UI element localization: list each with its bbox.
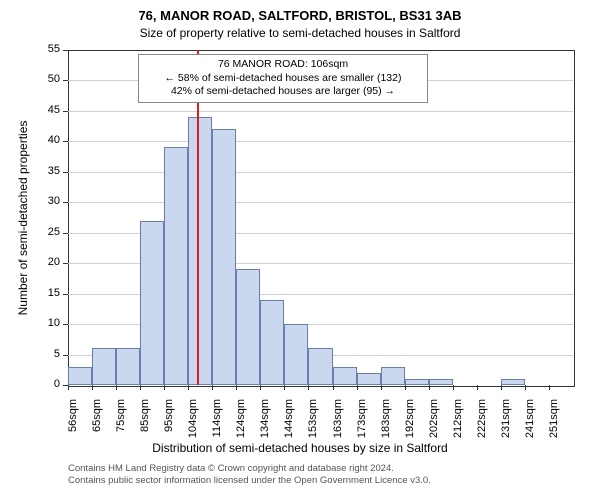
histogram-bar xyxy=(68,367,92,385)
gridline xyxy=(68,202,573,203)
histogram-bar xyxy=(260,300,284,385)
histogram-bar xyxy=(116,348,140,385)
xtick-mark xyxy=(140,385,141,390)
histogram-bar xyxy=(212,129,236,385)
xtick-mark xyxy=(549,385,550,390)
ytick-label: 35 xyxy=(30,165,60,177)
histogram-bar xyxy=(308,348,332,385)
ytick-mark xyxy=(63,80,68,81)
ytick-mark xyxy=(63,233,68,234)
histogram-bar xyxy=(188,117,212,385)
xtick-label: 144sqm xyxy=(283,399,295,457)
histogram-bar xyxy=(92,348,116,385)
annotation-line: 42% of semi-detached houses are larger (… xyxy=(145,85,421,99)
chart-subtitle: Size of property relative to semi-detach… xyxy=(0,26,600,40)
gridline xyxy=(68,141,573,142)
xtick-mark xyxy=(357,385,358,390)
xtick-label: 95sqm xyxy=(163,399,175,457)
ytick-mark xyxy=(63,50,68,51)
ytick-label: 30 xyxy=(30,195,60,207)
xtick-mark xyxy=(308,385,309,390)
ytick-mark xyxy=(63,294,68,295)
xtick-mark xyxy=(116,385,117,390)
annotation-line: ← 58% of semi-detached houses are smalle… xyxy=(145,72,421,86)
ytick-label: 5 xyxy=(30,348,60,360)
chart-title: 76, MANOR ROAD, SALTFORD, BRISTOL, BS31 … xyxy=(0,8,600,23)
ytick-mark xyxy=(63,172,68,173)
credits-line1: Contains HM Land Registry data © Crown c… xyxy=(68,463,431,475)
annotation-line: 76 MANOR ROAD: 106sqm xyxy=(145,58,421,72)
ytick-label: 55 xyxy=(30,43,60,55)
xtick-mark xyxy=(68,385,69,390)
histogram-bar xyxy=(501,379,525,385)
histogram-bar xyxy=(164,147,188,385)
histogram-bar xyxy=(333,367,357,385)
xtick-label: 124sqm xyxy=(235,399,247,457)
ytick-label: 50 xyxy=(30,73,60,85)
histogram-bar xyxy=(284,324,308,385)
histogram-bar xyxy=(236,269,260,385)
xtick-label: 56sqm xyxy=(67,399,79,457)
xtick-mark xyxy=(405,385,406,390)
xtick-label: 173sqm xyxy=(356,399,368,457)
xtick-mark xyxy=(333,385,334,390)
ytick-label: 10 xyxy=(30,317,60,329)
ytick-mark xyxy=(63,202,68,203)
histogram-bar xyxy=(140,221,164,385)
xtick-label: 75sqm xyxy=(115,399,127,457)
histogram-bar xyxy=(381,367,405,385)
xtick-label: 251sqm xyxy=(548,399,560,457)
xtick-label: 85sqm xyxy=(139,399,151,457)
xtick-mark xyxy=(453,385,454,390)
ytick-mark xyxy=(63,141,68,142)
annotation-box: 76 MANOR ROAD: 106sqm← 58% of semi-detac… xyxy=(138,54,428,103)
xtick-mark xyxy=(92,385,93,390)
xtick-label: 65sqm xyxy=(91,399,103,457)
ytick-label: 45 xyxy=(30,104,60,116)
xtick-mark xyxy=(164,385,165,390)
xtick-mark xyxy=(236,385,237,390)
ytick-mark xyxy=(63,263,68,264)
xtick-label: 134sqm xyxy=(259,399,271,457)
xtick-label: 104sqm xyxy=(187,399,199,457)
credits: Contains HM Land Registry data © Crown c… xyxy=(68,463,431,488)
histogram-bar xyxy=(357,373,381,385)
gridline xyxy=(68,111,573,112)
ytick-mark xyxy=(63,324,68,325)
xtick-mark xyxy=(260,385,261,390)
xtick-mark xyxy=(188,385,189,390)
xtick-label: 114sqm xyxy=(211,399,223,457)
xtick-label: 183sqm xyxy=(380,399,392,457)
y-axis-label: Number of semi-detached properties xyxy=(16,108,30,328)
xtick-label: 202sqm xyxy=(428,399,440,457)
xtick-mark xyxy=(477,385,478,390)
xtick-label: 222sqm xyxy=(476,399,488,457)
credits-line2: Contains public sector information licen… xyxy=(68,475,431,487)
xtick-label: 212sqm xyxy=(452,399,464,457)
ytick-mark xyxy=(63,355,68,356)
histogram-chart: 76, MANOR ROAD, SALTFORD, BRISTOL, BS31 … xyxy=(0,0,600,500)
ytick-mark xyxy=(63,111,68,112)
xtick-label: 241sqm xyxy=(524,399,536,457)
xtick-mark xyxy=(501,385,502,390)
xtick-mark xyxy=(429,385,430,390)
xtick-mark xyxy=(381,385,382,390)
xtick-mark xyxy=(284,385,285,390)
xtick-label: 153sqm xyxy=(307,399,319,457)
histogram-bar xyxy=(405,379,429,385)
gridline xyxy=(68,172,573,173)
ytick-label: 15 xyxy=(30,287,60,299)
ytick-label: 20 xyxy=(30,256,60,268)
xtick-label: 192sqm xyxy=(404,399,416,457)
ytick-label: 0 xyxy=(30,378,60,390)
xtick-label: 163sqm xyxy=(332,399,344,457)
ytick-label: 40 xyxy=(30,134,60,146)
xtick-mark xyxy=(212,385,213,390)
xtick-mark xyxy=(525,385,526,390)
histogram-bar xyxy=(429,379,453,385)
xtick-label: 231sqm xyxy=(500,399,512,457)
ytick-label: 25 xyxy=(30,226,60,238)
